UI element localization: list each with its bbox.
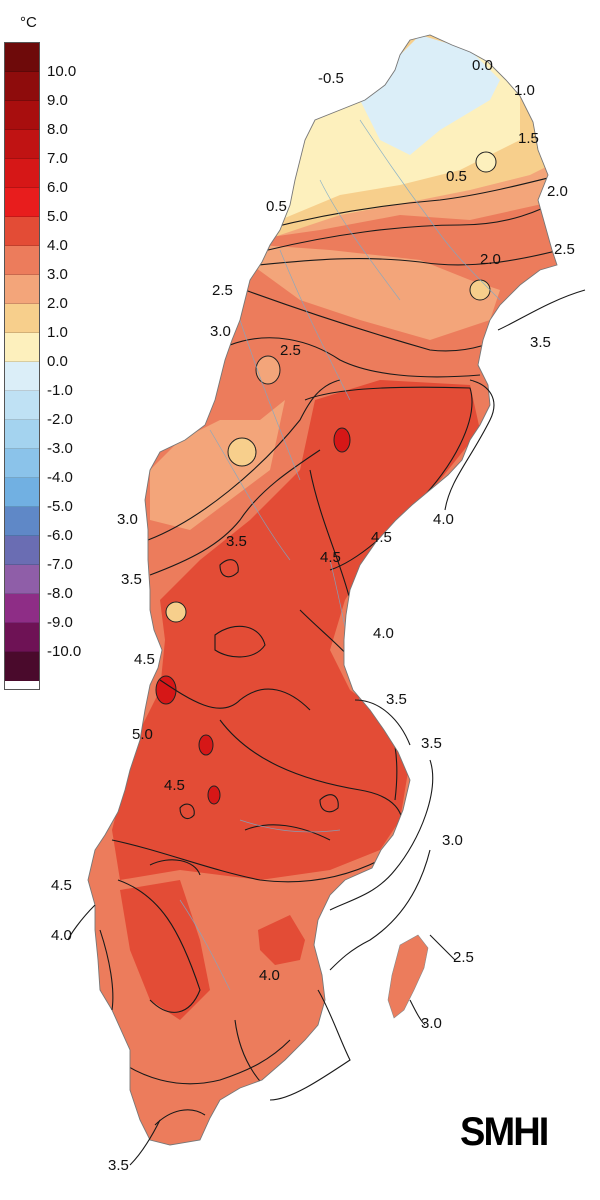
legend-swatch (5, 623, 39, 652)
legend-swatch (5, 536, 39, 565)
isoline-label: 0.5 (446, 168, 467, 185)
legend-label: -2.0 (47, 411, 73, 428)
isoline-label: 3.5 (121, 571, 142, 588)
water-features (179, 119, 501, 991)
coolspot-1 (227, 437, 257, 467)
hotspot-1 (333, 427, 351, 453)
color-legend (4, 42, 40, 690)
legend-label: -4.0 (47, 469, 73, 486)
isoline-label: 0.0 (472, 57, 493, 74)
isoline-label: 4.0 (51, 927, 72, 944)
isoline-label: 3.5 (421, 735, 442, 752)
hotspot-2 (155, 675, 177, 705)
legend-label: -3.0 (47, 440, 73, 457)
isoline-label: 3.5 (108, 1157, 129, 1174)
legend-swatch (5, 594, 39, 623)
isoline-label: 5.0 (132, 726, 153, 743)
isoline-label: 4.0 (259, 967, 280, 984)
legend-swatch (5, 507, 39, 536)
legend-label: 5.0 (47, 208, 68, 225)
isoline-label: 4.5 (51, 877, 72, 894)
isoline-label: 3.5 (226, 533, 247, 550)
legend-swatch (5, 449, 39, 478)
isoline-label: 2.0 (480, 251, 501, 268)
legend-label: 10.0 (47, 63, 77, 80)
legend-label: -9.0 (47, 614, 73, 631)
isoline-label: 3.5 (386, 691, 407, 708)
legend-label: -5.0 (47, 498, 73, 515)
legend-swatch (5, 101, 39, 130)
isoline-label: 4.5 (320, 549, 341, 566)
legend-label: -7.0 (47, 556, 73, 573)
zone-4-to-5-smaland (258, 915, 305, 965)
legend-label: 4.0 (47, 237, 68, 254)
legend-unit: °C (20, 14, 37, 31)
legend-label: -6.0 (47, 527, 73, 544)
offshore-isolines (67, 289, 586, 1166)
legend-label: -1.0 (47, 382, 73, 399)
isoline-label: 2.5 (212, 282, 233, 299)
legend-swatch (5, 275, 39, 304)
isoline-label: 4.5 (371, 529, 392, 546)
legend-label: 7.0 (47, 150, 68, 167)
coolspot-5 (475, 151, 497, 173)
isoline-label: 1.5 (518, 130, 539, 147)
coolspot-2 (165, 601, 187, 623)
isoline-label: 3.0 (117, 511, 138, 528)
isoline-label: 4.5 (134, 651, 155, 668)
isoline-label: 2.5 (554, 241, 575, 258)
legend-label: 0.0 (47, 353, 68, 370)
legend-swatch (5, 246, 39, 275)
legend-swatch (5, 217, 39, 246)
coolspot-3 (255, 355, 281, 385)
coolspot-4 (469, 279, 491, 301)
gotland-island (387, 934, 429, 1019)
isoline-label: 0.5 (266, 198, 287, 215)
legend-swatch (5, 652, 39, 681)
legend-label: -8.0 (47, 585, 73, 602)
legend-label: -10.0 (47, 643, 82, 660)
isoline-label: 2.5 (280, 342, 301, 359)
legend-label: 2.0 (47, 295, 68, 312)
isoline-label: -0.5 (318, 70, 344, 87)
legend-swatch (5, 188, 39, 217)
isoline-label: 4.0 (373, 625, 394, 642)
hotspot-3 (198, 734, 214, 756)
legend-label: 8.0 (47, 121, 68, 138)
legend-swatch (5, 333, 39, 362)
legend-label: 3.0 (47, 266, 68, 283)
legend-swatch (5, 420, 39, 449)
zone-2-to-3-mid (245, 245, 500, 340)
isoline-label: 2.0 (547, 183, 568, 200)
legend-swatch (5, 130, 39, 159)
isoline-label: 1.0 (514, 82, 535, 99)
isoline-labels: 0.0 -0.5 1.0 1.5 0.5 2.0 0.5 2.0 2.5 2.5 3.0 3.5 2.5… (51, 57, 575, 1174)
legend-swatch (5, 72, 39, 101)
isoline-label: 3.0 (421, 1015, 442, 1032)
isoline-label: 4.5 (164, 777, 185, 794)
legend-label: 9.0 (47, 92, 68, 109)
isoline-label: 3.0 (442, 832, 463, 849)
legend-swatch (5, 43, 39, 72)
legend-swatch (5, 362, 39, 391)
legend-swatch (5, 565, 39, 594)
legend-swatch (5, 159, 39, 188)
isoline-label: 2.5 (453, 949, 474, 966)
isoline-label: 3.5 (530, 334, 551, 351)
smhi-logo: SMHI (460, 1110, 549, 1154)
isoline-label: 4.0 (433, 511, 454, 528)
legend-label: 1.0 (47, 324, 68, 341)
zone-4-to-5-south (120, 880, 210, 1020)
hotspot-4 (207, 785, 221, 805)
legend-swatch (5, 478, 39, 507)
zone-2-to-3-west (150, 400, 285, 530)
legend-swatch (5, 391, 39, 420)
legend-label: 6.0 (47, 179, 68, 196)
isoline-label: 3.0 (210, 323, 231, 340)
legend-swatch (5, 304, 39, 333)
